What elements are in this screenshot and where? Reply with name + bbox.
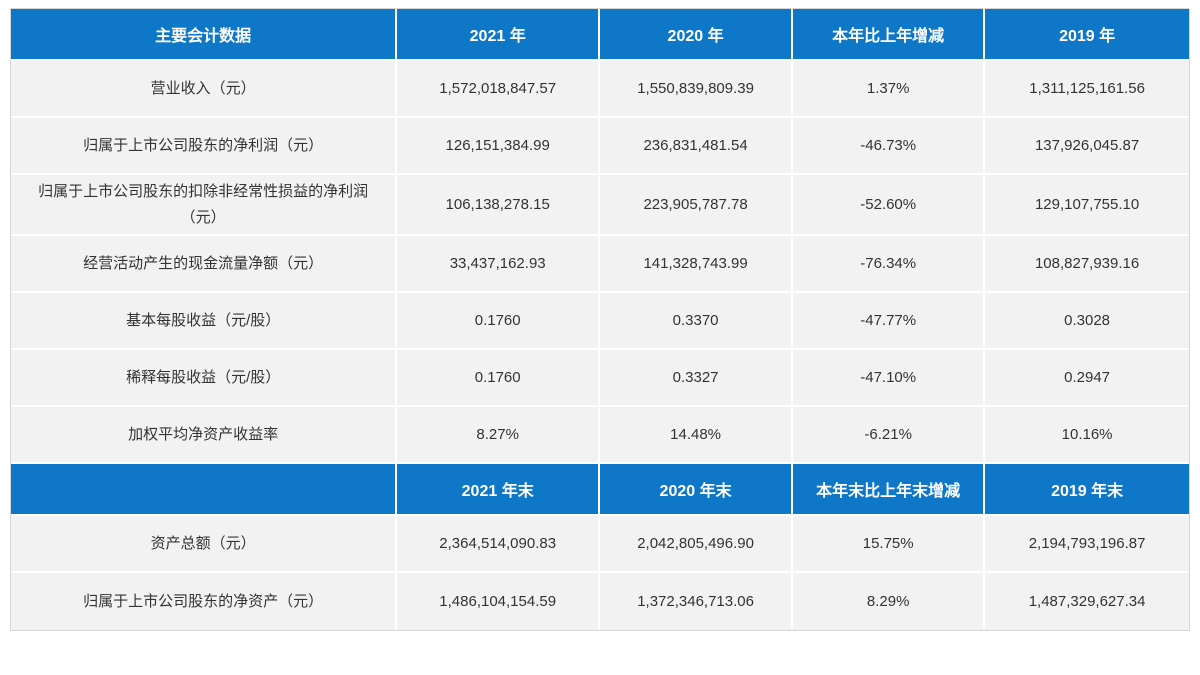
cell-2021: 0.1760	[397, 293, 600, 350]
cell-change: -47.77%	[793, 293, 986, 350]
cell-2021: 1,486,104,154.59	[397, 573, 600, 630]
cell-change: 1.37%	[793, 61, 986, 118]
column-header-end-2021: 2021 年末	[397, 464, 600, 516]
row-label: 经营活动产生的现金流量净额（元）	[11, 236, 398, 293]
section1-header-row: 主要会计数据 2021 年 2020 年 本年比上年增减 2019 年	[11, 9, 1189, 61]
table-row-total-assets: 资产总额（元） 2,364,514,090.83 2,042,805,496.9…	[11, 516, 1189, 573]
row-label: 稀释每股收益（元/股）	[11, 350, 398, 407]
table-row-weighted-avg-roe: 加权平均净资产收益率 8.27% 14.48% -6.21% 10.16%	[11, 407, 1189, 464]
cell-2019: 10.16%	[985, 407, 1189, 464]
cell-2020: 1,372,346,713.06	[599, 573, 794, 630]
column-header-yoy-change: 本年比上年增减	[793, 9, 986, 61]
table-row-operating-revenue: 营业收入（元） 1,572,018,847.57 1,550,839,809.3…	[11, 61, 1189, 118]
column-header-end-2019: 2019 年末	[985, 464, 1189, 516]
table-row-basic-eps: 基本每股收益（元/股） 0.1760 0.3370 -47.77% 0.3028	[11, 293, 1189, 350]
cell-2020: 236,831,481.54	[599, 118, 794, 175]
cell-change: -52.60%	[793, 175, 986, 236]
cell-change: -46.73%	[793, 118, 986, 175]
cell-2021: 33,437,162.93	[397, 236, 600, 293]
cell-2019: 1,487,329,627.34	[985, 573, 1189, 630]
cell-2019: 129,107,755.10	[985, 175, 1189, 236]
financial-table: 主要会计数据 2021 年 2020 年 本年比上年增减 2019 年 营业收入…	[11, 9, 1189, 630]
cell-2020: 2,042,805,496.90	[599, 516, 794, 573]
cell-change: -47.10%	[793, 350, 986, 407]
cell-2020: 223,905,787.78	[599, 175, 794, 236]
row-label: 营业收入（元）	[11, 61, 398, 118]
table-row-net-profit-excl-nonrecurring: 归属于上市公司股东的扣除非经常性损益的净利润（元） 106,138,278.15…	[11, 175, 1189, 236]
cell-2019: 1,311,125,161.56	[985, 61, 1189, 118]
column-header-end-2020: 2020 年末	[599, 464, 794, 516]
column-header-year-2020: 2020 年	[599, 9, 794, 61]
cell-2021: 126,151,384.99	[397, 118, 600, 175]
cell-2021: 106,138,278.15	[397, 175, 600, 236]
section2-header-spacer	[11, 464, 398, 516]
cell-change: 15.75%	[793, 516, 986, 573]
column-header-metric: 主要会计数据	[11, 9, 398, 61]
row-label: 加权平均净资产收益率	[11, 407, 398, 464]
column-header-yoy-end-change: 本年末比上年末增减	[793, 464, 986, 516]
table-row-diluted-eps: 稀释每股收益（元/股） 0.1760 0.3327 -47.10% 0.2947	[11, 350, 1189, 407]
cell-2019: 137,926,045.87	[985, 118, 1189, 175]
column-header-year-2021: 2021 年	[397, 9, 600, 61]
section2-header-row: 2021 年末 2020 年末 本年末比上年末增减 2019 年末	[11, 464, 1189, 516]
cell-2019: 0.2947	[985, 350, 1189, 407]
cell-change: -76.34%	[793, 236, 986, 293]
table-row-net-assets: 归属于上市公司股东的净资产（元） 1,486,104,154.59 1,372,…	[11, 573, 1189, 630]
row-label: 基本每股收益（元/股）	[11, 293, 398, 350]
row-label: 归属于上市公司股东的净利润（元）	[11, 118, 398, 175]
cell-2021: 0.1760	[397, 350, 600, 407]
table-row-operating-cash-flow: 经营活动产生的现金流量净额（元） 33,437,162.93 141,328,7…	[11, 236, 1189, 293]
cell-2020: 0.3327	[599, 350, 794, 407]
cell-2021: 1,572,018,847.57	[397, 61, 600, 118]
table-row-net-profit: 归属于上市公司股东的净利润（元） 126,151,384.99 236,831,…	[11, 118, 1189, 175]
cell-2019: 2,194,793,196.87	[985, 516, 1189, 573]
cell-change: -6.21%	[793, 407, 986, 464]
cell-2020: 141,328,743.99	[599, 236, 794, 293]
key-accounting-data-table: 主要会计数据 2021 年 2020 年 本年比上年增减 2019 年 营业收入…	[10, 8, 1190, 631]
cell-2020: 14.48%	[599, 407, 794, 464]
cell-2020: 0.3370	[599, 293, 794, 350]
cell-2019: 0.3028	[985, 293, 1189, 350]
row-label: 归属于上市公司股东的净资产（元）	[11, 573, 398, 630]
cell-2021: 8.27%	[397, 407, 600, 464]
row-label: 资产总额（元）	[11, 516, 398, 573]
cell-2019: 108,827,939.16	[985, 236, 1189, 293]
cell-change: 8.29%	[793, 573, 986, 630]
column-header-year-2019: 2019 年	[985, 9, 1189, 61]
cell-2020: 1,550,839,809.39	[599, 61, 794, 118]
row-label: 归属于上市公司股东的扣除非经常性损益的净利润（元）	[11, 175, 398, 236]
cell-2021: 2,364,514,090.83	[397, 516, 600, 573]
